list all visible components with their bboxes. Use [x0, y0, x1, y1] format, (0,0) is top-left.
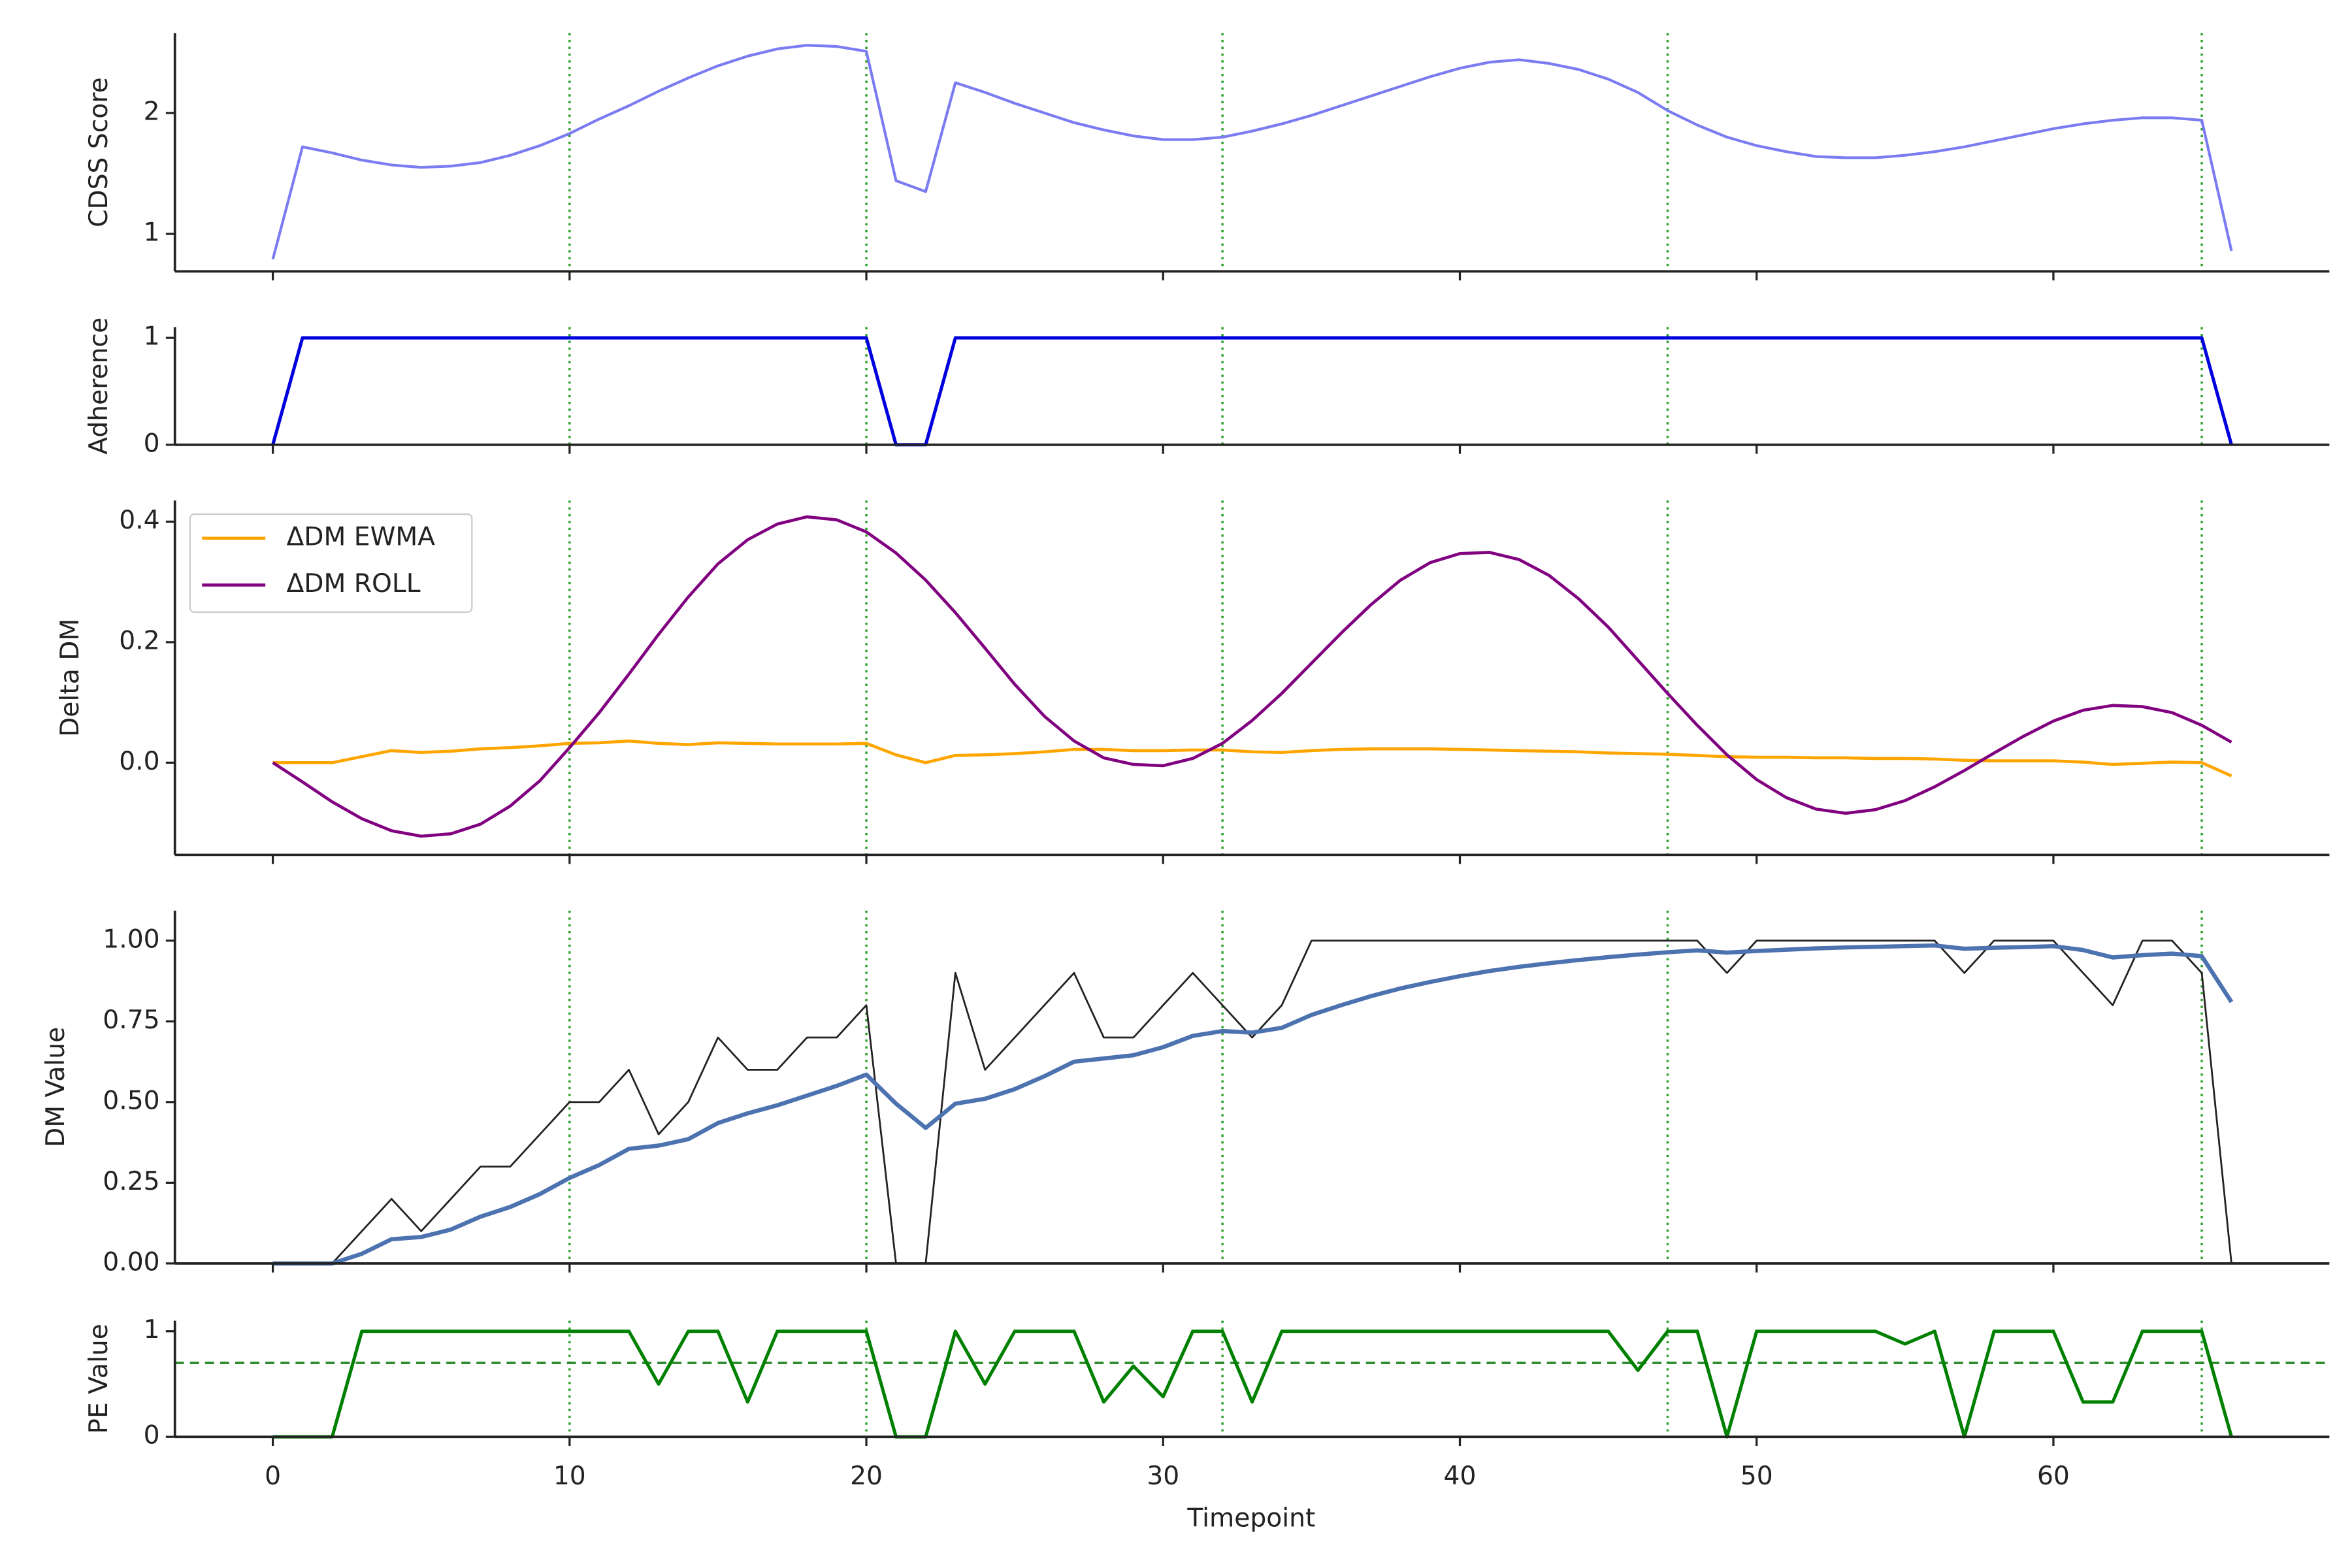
y-tick-label: 0.50 [103, 1086, 159, 1115]
y-tick-label: 1 [144, 322, 160, 351]
x-tick-label: 40 [1444, 1462, 1477, 1491]
x-tick-label: 0 [265, 1462, 281, 1491]
y-tick-label: 0.25 [103, 1167, 159, 1196]
legend-label: ΔDM ROLL [286, 569, 420, 598]
series-line [271, 336, 2233, 447]
y-axis-label: CDSS Score [84, 77, 114, 227]
series-line [272, 739, 2232, 777]
y-tick-label: 2 [144, 97, 160, 126]
y-tick-label: 1 [144, 218, 160, 248]
y-tick-label: 0.2 [119, 626, 159, 655]
series-line [272, 939, 2232, 1265]
x-tick-label: 10 [553, 1462, 586, 1491]
y-tick-label: 0 [144, 1421, 160, 1450]
series-line [271, 44, 2233, 260]
x-axis-label: Timepoint [1186, 1504, 1315, 1533]
y-axis-label: Adherence [84, 318, 114, 455]
y-tick-label: 0.00 [103, 1247, 159, 1277]
y-tick-label: 0.4 [119, 506, 159, 535]
y-axis-label: DM Value [41, 1027, 71, 1147]
y-tick-label: 0 [144, 429, 160, 458]
x-tick-label: 60 [2037, 1462, 2070, 1491]
x-tick-label: 50 [1740, 1462, 1773, 1491]
y-tick-label: 0.75 [103, 1005, 159, 1035]
series-line [272, 515, 2232, 838]
y-axis-label: Delta DM [56, 619, 85, 737]
y-axis-label: PE Value [84, 1324, 114, 1434]
y-tick-label: 0.0 [119, 747, 159, 776]
series-line [272, 1330, 2233, 1439]
y-tick-label: 1.00 [103, 924, 159, 954]
y-tick-label: 1 [144, 1315, 160, 1345]
legend-label: ΔDM EWMA [286, 522, 435, 551]
legend: ΔDM EWMA ΔDM ROLL [189, 513, 473, 613]
x-tick-label: 20 [850, 1462, 883, 1491]
x-tick-label: 30 [1147, 1462, 1179, 1491]
series-line [272, 943, 2234, 1266]
